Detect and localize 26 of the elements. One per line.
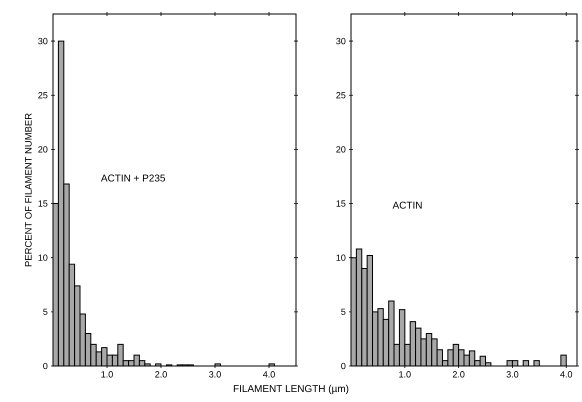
y-tick-label: 20 bbox=[336, 146, 346, 153]
y-axis-title: PERCENT OF FILAMENT NUMBER bbox=[24, 113, 32, 266]
y-tick-label: 25 bbox=[38, 92, 48, 98]
x-tick-label: 4.0 bbox=[560, 371, 572, 378]
y-tick-label: 25 bbox=[336, 92, 346, 98]
x-tick-label: 2.0 bbox=[452, 371, 465, 378]
y-tick-label: 20 bbox=[38, 146, 48, 153]
y-tick-label: 30 bbox=[336, 38, 346, 44]
x-tick-label: 4.0 bbox=[262, 371, 275, 378]
y-tick-label: 0 bbox=[341, 362, 346, 370]
x-tick-label: 3.0 bbox=[506, 371, 518, 378]
y-tick-label: 30 bbox=[38, 38, 48, 44]
y-tick-label: 15 bbox=[38, 200, 48, 207]
x-tick-label: 3.0 bbox=[209, 371, 221, 378]
x-tick-label: 2.0 bbox=[155, 371, 167, 378]
x-axis-title: FILAMENT LENGTH (µm) bbox=[234, 384, 348, 394]
x-tick-label: 1.0 bbox=[101, 371, 113, 378]
y-tick-label: 10 bbox=[336, 254, 346, 261]
y-tick-label: 5 bbox=[43, 308, 48, 315]
y-tick-label: 5 bbox=[341, 308, 346, 315]
y-tick-label: 10 bbox=[38, 254, 48, 261]
annotation: ACTIN bbox=[392, 202, 422, 209]
x-tick-label: 1.0 bbox=[399, 371, 411, 378]
annotation: ACTIN + P235 bbox=[100, 174, 166, 182]
y-tick-label: 0 bbox=[43, 362, 48, 370]
y-tick-label: 15 bbox=[336, 200, 346, 207]
